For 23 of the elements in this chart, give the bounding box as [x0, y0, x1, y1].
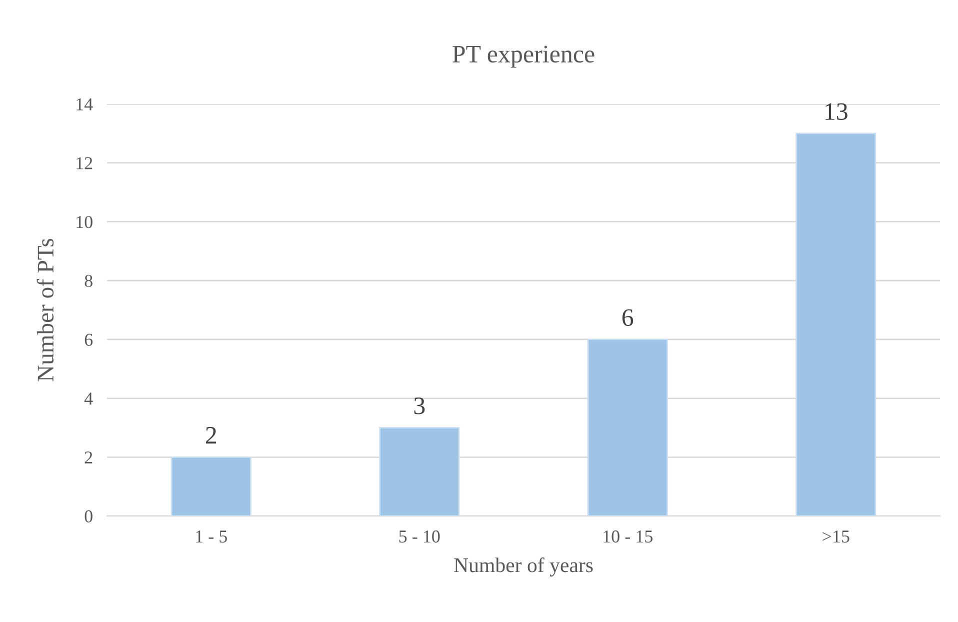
y-tick-label: 12 [76, 157, 92, 170]
y-tick-label: 0 [84, 510, 92, 522]
bar [170, 456, 252, 516]
y-tick-label: 6 [84, 334, 93, 346]
y-tick-label: 8 [84, 274, 92, 288]
bar [379, 427, 460, 516]
bar [796, 132, 876, 516]
y-axis-title: Number of PTs [36, 238, 54, 382]
data-label: 13 [826, 103, 848, 120]
y-tick-label: 14 [76, 98, 93, 110]
x-axis-title: Number of years [454, 557, 593, 577]
x-tick-label: >15 [822, 530, 850, 543]
y-tick-label: 2 [84, 451, 92, 464]
bar [587, 338, 668, 516]
data-label: 2 [206, 426, 216, 444]
data-label: 6 [622, 309, 634, 326]
x-tick-label: 5 - 10 [399, 530, 440, 543]
y-tick-label: 4 [84, 392, 93, 405]
data-label: 3 [414, 398, 425, 414]
y-tick-label: 10 [76, 216, 92, 228]
x-tick-label: 1 - 5 [196, 530, 227, 543]
x-tick-label: 10 - 15 [604, 530, 652, 543]
chart-title: PT experience [452, 46, 594, 68]
